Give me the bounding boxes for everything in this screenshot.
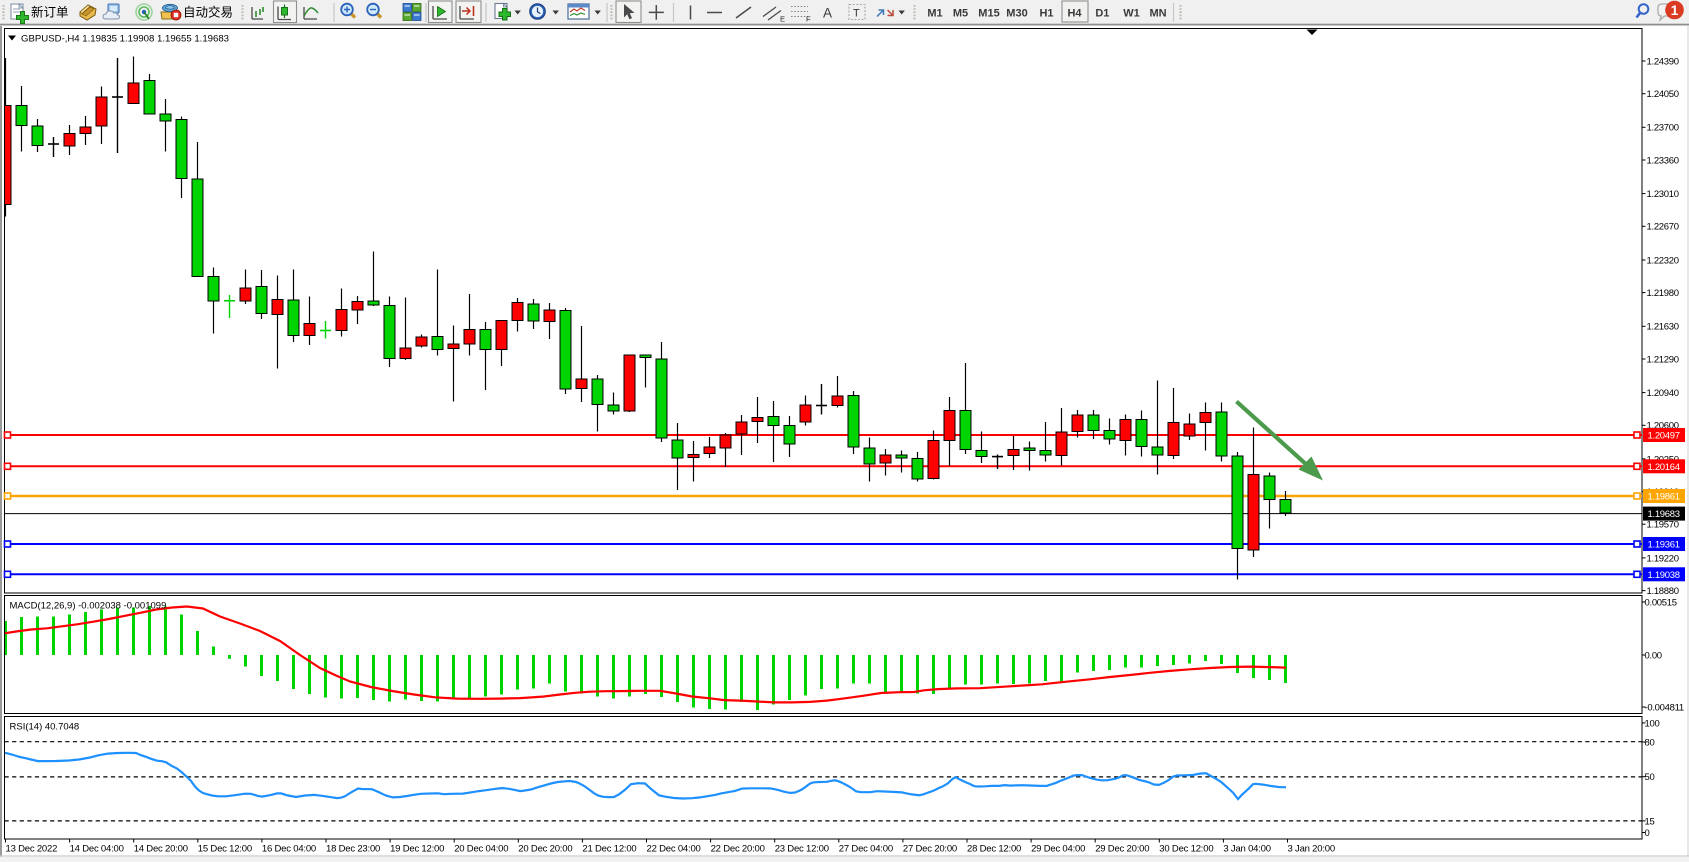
svg-text:28 Dec 12:00: 28 Dec 12:00 <box>967 844 1021 855</box>
svg-text:-0.004811: -0.004811 <box>1645 702 1684 713</box>
svg-text:1.18880: 1.18880 <box>1647 586 1679 597</box>
svg-text:21 Dec 12:00: 21 Dec 12:00 <box>582 844 636 855</box>
svg-text:29 Dec 04:00: 29 Dec 04:00 <box>1031 844 1085 855</box>
svg-text:29 Dec 20:00: 29 Dec 20:00 <box>1095 844 1149 855</box>
svg-text:3 Jan 20:00: 3 Jan 20:00 <box>1288 844 1335 855</box>
svg-text:1.19683: 1.19683 <box>1648 509 1680 520</box>
svg-text:1.22320: 1.22320 <box>1647 255 1679 266</box>
svg-text:M1: M1 <box>927 8 942 20</box>
svg-text:E: E <box>780 15 785 24</box>
svg-text:15: 15 <box>1645 816 1655 827</box>
svg-text:1.23010: 1.23010 <box>1647 189 1679 200</box>
svg-text:H4: H4 <box>1067 8 1082 20</box>
svg-text:1.22670: 1.22670 <box>1647 222 1679 233</box>
svg-text:14 Dec 04:00: 14 Dec 04:00 <box>70 844 124 855</box>
svg-text:W1: W1 <box>1123 8 1140 20</box>
svg-text:1.24050: 1.24050 <box>1647 89 1679 100</box>
svg-text:3 Jan 04:00: 3 Jan 04:00 <box>1223 844 1270 855</box>
svg-text:1.23700: 1.23700 <box>1647 123 1679 134</box>
svg-text:80: 80 <box>1645 737 1655 748</box>
svg-text:1.24390: 1.24390 <box>1647 56 1679 67</box>
svg-text:15 Dec 12:00: 15 Dec 12:00 <box>198 844 252 855</box>
svg-text:1.20940: 1.20940 <box>1647 388 1679 399</box>
svg-text:100: 100 <box>1645 718 1660 729</box>
svg-text:1.21290: 1.21290 <box>1647 354 1679 365</box>
svg-text:50: 50 <box>1645 772 1655 783</box>
svg-text:F: F <box>806 15 811 24</box>
svg-text:0.00515: 0.00515 <box>1645 597 1677 608</box>
svg-text:自动交易: 自动交易 <box>183 5 233 20</box>
svg-text:20 Dec 04:00: 20 Dec 04:00 <box>454 844 508 855</box>
svg-text:D1: D1 <box>1095 8 1109 20</box>
svg-text:1.21630: 1.21630 <box>1647 322 1679 333</box>
svg-text:M15: M15 <box>978 8 999 20</box>
svg-text:23 Dec 12:00: 23 Dec 12:00 <box>775 844 829 855</box>
svg-text:18 Dec 23:00: 18 Dec 23:00 <box>326 844 380 855</box>
svg-text:1.20164: 1.20164 <box>1648 462 1680 473</box>
svg-text:1.21980: 1.21980 <box>1647 288 1679 299</box>
svg-text:M5: M5 <box>953 8 968 20</box>
svg-text:A: A <box>823 6 832 21</box>
svg-text:MN: MN <box>1149 8 1166 20</box>
svg-text:1.19220: 1.19220 <box>1647 553 1679 564</box>
svg-text:1.19038: 1.19038 <box>1648 570 1680 581</box>
svg-text:14 Dec 20:00: 14 Dec 20:00 <box>134 844 188 855</box>
svg-text:M30: M30 <box>1006 8 1027 20</box>
svg-text:RSI(14) 40.7048: RSI(14) 40.7048 <box>10 722 80 733</box>
svg-text:22 Dec 20:00: 22 Dec 20:00 <box>711 844 765 855</box>
svg-text:1.20600: 1.20600 <box>1647 421 1679 432</box>
svg-text:新订单: 新订单 <box>31 5 69 20</box>
svg-text:GBPUSD-,H4 1.19835 1.19908 1.: GBPUSD-,H4 1.19835 1.19908 1.19655 1.196… <box>21 34 229 45</box>
svg-text:1.23360: 1.23360 <box>1647 155 1679 166</box>
svg-text:1.20497: 1.20497 <box>1648 431 1680 442</box>
svg-text:20 Dec 20:00: 20 Dec 20:00 <box>518 844 572 855</box>
svg-text:H1: H1 <box>1039 8 1053 20</box>
svg-text:27 Dec 04:00: 27 Dec 04:00 <box>839 844 893 855</box>
svg-text:0.00: 0.00 <box>1645 650 1662 661</box>
svg-text:22 Dec 04:00: 22 Dec 04:00 <box>647 844 701 855</box>
svg-text:13 Dec 2022: 13 Dec 2022 <box>6 844 58 855</box>
svg-text:0: 0 <box>1645 828 1650 839</box>
svg-text:1.19861: 1.19861 <box>1648 492 1680 503</box>
svg-text:30 Dec 12:00: 30 Dec 12:00 <box>1159 844 1213 855</box>
svg-text:T: T <box>853 8 860 20</box>
svg-text:19 Dec 12:00: 19 Dec 12:00 <box>390 844 444 855</box>
svg-text:1.19570: 1.19570 <box>1647 520 1679 531</box>
svg-text:1: 1 <box>1671 2 1679 18</box>
svg-text:27 Dec 20:00: 27 Dec 20:00 <box>903 844 957 855</box>
svg-text:MACD(12,26,9) -0.002038 -0.001: MACD(12,26,9) -0.002038 -0.001099 <box>10 601 167 612</box>
svg-text:1.19361: 1.19361 <box>1648 540 1680 551</box>
svg-text:16 Dec 04:00: 16 Dec 04:00 <box>262 844 316 855</box>
